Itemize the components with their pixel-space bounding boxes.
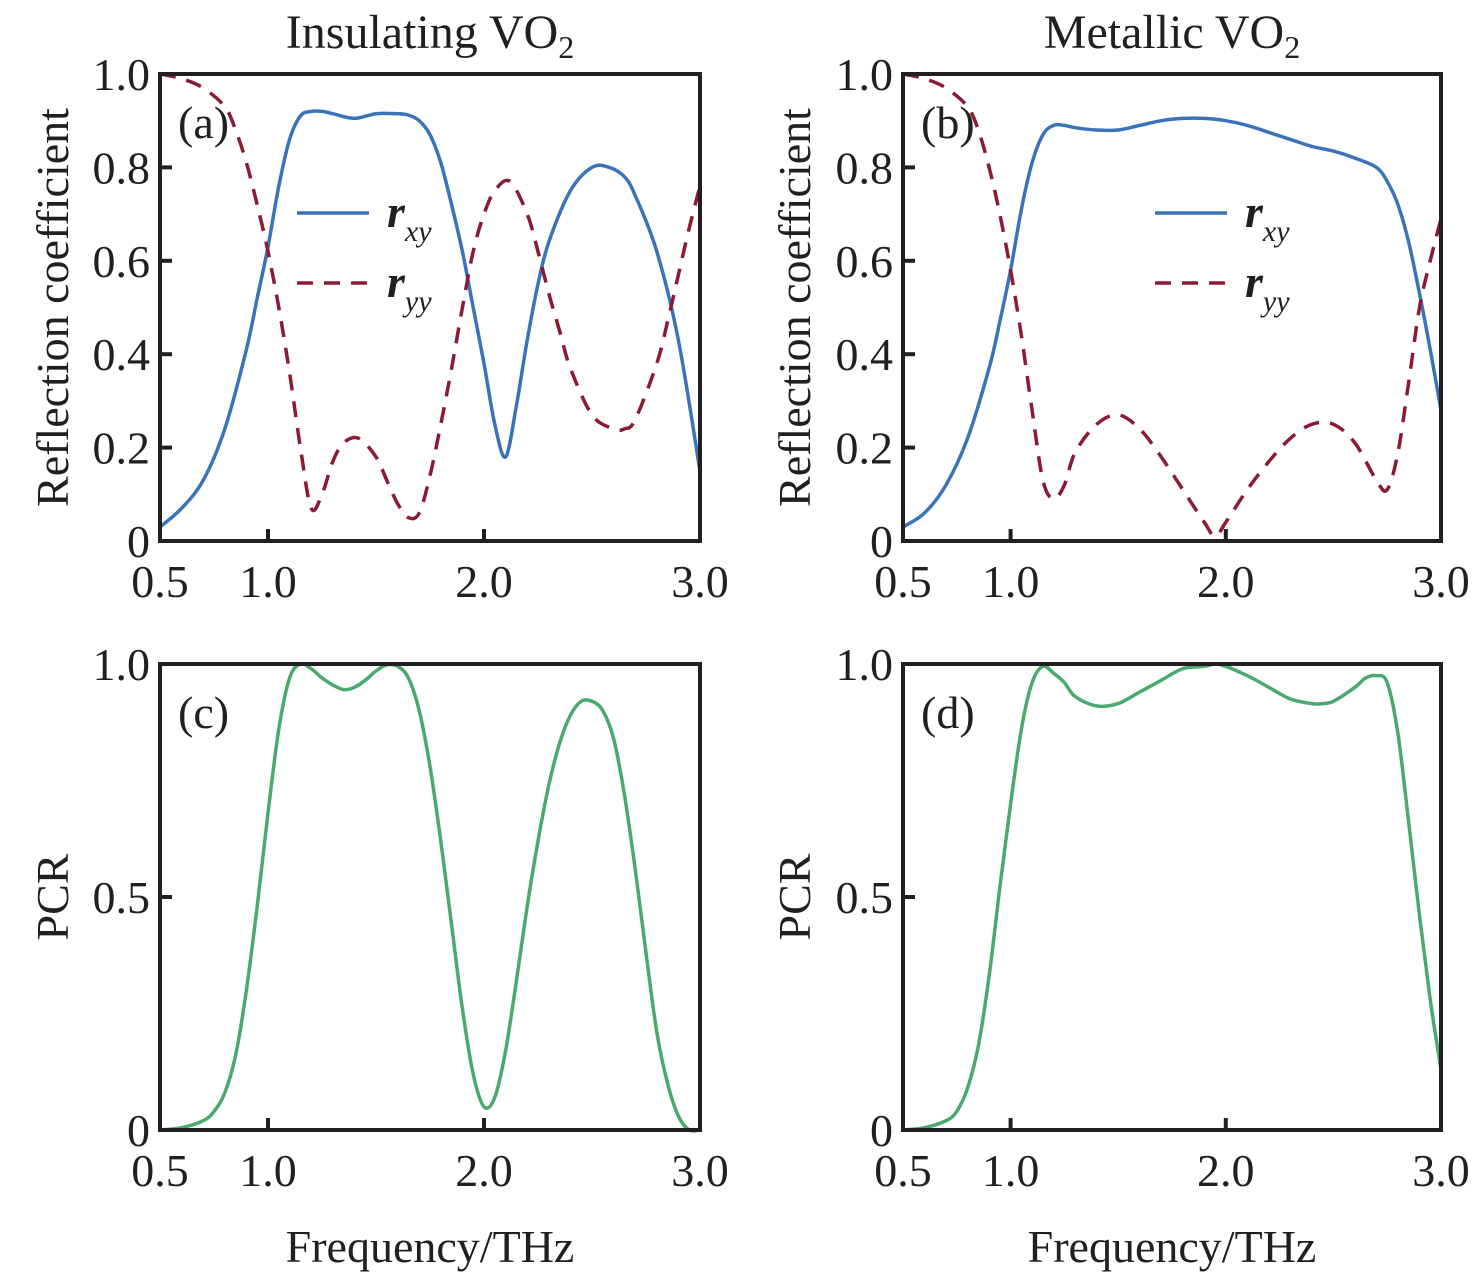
panel-label: (a) <box>178 97 229 148</box>
x-tick-label: 3.0 <box>671 556 729 607</box>
series-line-r-yy <box>159 72 702 521</box>
x-tick-label: 2.0 <box>455 556 513 607</box>
panel-title: Metallic VO2 <box>1044 6 1300 65</box>
legend: rxy ryy <box>1155 186 1290 318</box>
y-tick-label: 0.6 <box>93 236 151 287</box>
x-tick-label: 1.0 <box>982 1145 1040 1196</box>
y-axis-title: Reflection coefficient <box>27 108 78 507</box>
series-line-r-xy <box>158 109 702 529</box>
y-tick-label: 0.6 <box>836 236 894 287</box>
y-tick-label: 0.5 <box>836 872 894 923</box>
legend-label-yy: ryy <box>1245 256 1290 318</box>
legend-label-xy: rxy <box>387 186 432 248</box>
plot-frame <box>158 662 702 1132</box>
panel-a: 0.5 1.0 2.0 3.0 0 0.2 0.4 0.6 0.8 1.0 Reflection c… <box>27 6 729 607</box>
y-tick-label: 0.2 <box>93 423 151 474</box>
y-axis-title: PCR <box>27 853 78 940</box>
series-line-pcr <box>902 662 1443 1132</box>
y-tick-label: 0.2 <box>836 423 894 474</box>
series-line-r-xy <box>902 116 1443 529</box>
legend: rxy ryy <box>297 186 432 318</box>
plot-frame <box>901 72 1443 543</box>
y-tick-label: 0 <box>127 516 150 567</box>
y-tick-label: 1.0 <box>836 49 894 100</box>
x-tick-label: 2.0 <box>1197 1145 1255 1196</box>
plot-frame <box>158 72 702 543</box>
x-axis-title: Frequency/THz <box>286 1221 575 1272</box>
x-tick-label: 1.0 <box>982 556 1040 607</box>
x-axis-title: Frequency/THz <box>1028 1221 1317 1272</box>
series-line-pcr <box>159 661 701 1133</box>
x-tick-label: 2.0 <box>1197 556 1255 607</box>
y-tick-label: 1.0 <box>836 639 894 690</box>
y-axis-title: Reflection coefficient <box>769 108 820 507</box>
x-tick-label: 0.5 <box>131 556 189 607</box>
y-tick-label: 0 <box>870 516 893 567</box>
y-tick-label: 0.8 <box>836 142 894 193</box>
x-tick-label: 3.0 <box>1412 1145 1470 1196</box>
x-tick-label: 3.0 <box>1412 556 1470 607</box>
y-tick-label: 0 <box>127 1105 150 1156</box>
y-tick-label: 0.5 <box>93 872 151 923</box>
series-line-r-yy <box>902 72 1443 539</box>
panel-title: Insulating VO2 <box>286 6 574 65</box>
x-tick-label: 0.5 <box>874 1145 932 1196</box>
y-tick-label: 0.4 <box>93 329 151 380</box>
x-tick-label: 0.5 <box>874 556 932 607</box>
y-tick-label: 1.0 <box>93 639 151 690</box>
x-tick-label: 2.0 <box>455 1145 513 1196</box>
x-tick-label: 1.0 <box>239 1145 297 1196</box>
panel-label: (b) <box>921 97 975 148</box>
y-tick-label: 0.8 <box>93 142 151 193</box>
y-tick-label: 1.0 <box>93 49 151 100</box>
panel-label: (d) <box>921 687 975 738</box>
x-tick-label: 1.0 <box>239 556 297 607</box>
x-tick-label: 0.5 <box>131 1145 189 1196</box>
x-tick-label: 3.0 <box>671 1145 729 1196</box>
y-axis-title: PCR <box>769 853 820 940</box>
plot-frame <box>901 662 1443 1132</box>
y-tick-label: 0 <box>870 1105 893 1156</box>
y-tick-label: 0.4 <box>836 329 894 380</box>
legend-label-xy: rxy <box>1245 186 1290 248</box>
panel-label: (c) <box>178 687 229 738</box>
legend-label-yy: ryy <box>387 256 432 318</box>
panel-b: 0.5 1.0 2.0 3.0 0 0.2 0.4 0.6 0.8 1.0 Reflection c… <box>769 6 1470 607</box>
